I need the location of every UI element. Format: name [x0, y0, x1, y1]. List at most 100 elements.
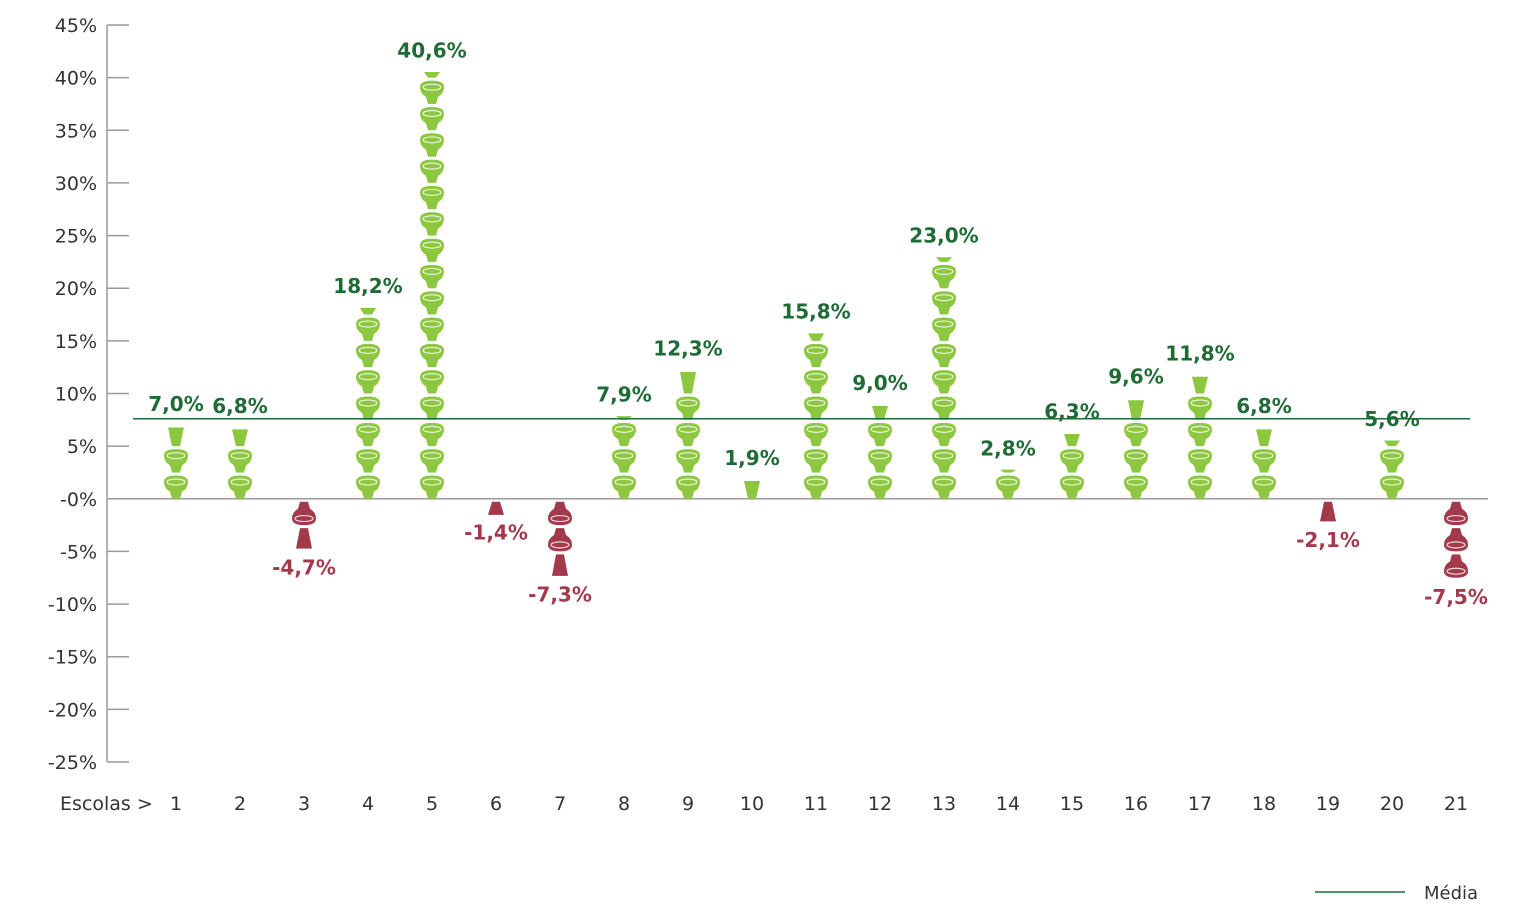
- bulb-icon: [868, 449, 892, 473]
- bulb-icon: [1188, 449, 1212, 473]
- category-label: 18: [1252, 793, 1276, 815]
- category-label: 12: [868, 793, 892, 815]
- value-label: 2,8%: [980, 436, 1035, 460]
- bulb-icon: [164, 475, 188, 499]
- bulb-icon: [932, 317, 956, 341]
- bulb-icon-partial: [1384, 440, 1400, 447]
- bulb-icon: [1124, 449, 1148, 473]
- value-label: 11,8%: [1165, 342, 1234, 366]
- category-label: 14: [996, 793, 1020, 815]
- bulb-icon: [804, 422, 828, 447]
- bulb-icon: [420, 264, 444, 289]
- value-label: -4,7%: [272, 555, 336, 579]
- bulb-icon: [1060, 475, 1084, 499]
- value-label: 9,0%: [852, 371, 907, 395]
- bulb-icon: [420, 133, 444, 157]
- bulb-icon: [1444, 528, 1468, 552]
- bulb-icon: [356, 343, 380, 368]
- bulb-icon: [868, 475, 892, 499]
- y-tick-label: -15%: [48, 647, 97, 669]
- bar: [292, 501, 316, 549]
- y-tick-label: -25%: [48, 752, 97, 774]
- bulb-icon: [932, 396, 956, 420]
- y-tick-label: 20%: [55, 278, 97, 300]
- bulb-icon-partial: [744, 481, 760, 499]
- bar: [548, 501, 572, 576]
- bulb-icon: [932, 370, 956, 394]
- value-label: 23,0%: [909, 224, 978, 248]
- value-label: -2,1%: [1296, 528, 1360, 552]
- legend: Média: [1315, 883, 1478, 904]
- y-tick-label: 45%: [55, 15, 97, 37]
- legend-label: Média: [1424, 883, 1478, 904]
- category-label: 13: [932, 793, 956, 815]
- x-axis: Escolas >1 2 3 4 5 6 7 8 9 10 11 12 13 14 15 16 17 18 19 20…: [60, 498, 1488, 815]
- bulb-icon: [548, 528, 572, 552]
- bulb-icon: [1060, 449, 1084, 473]
- y-tick-label: 5%: [67, 436, 97, 458]
- bulb-icon: [1124, 475, 1148, 499]
- bar: [164, 427, 188, 499]
- bulb-icon: [548, 501, 572, 526]
- bulb-icon-partial: [1192, 376, 1208, 394]
- bulb-icon: [420, 212, 444, 236]
- bar: [612, 416, 636, 499]
- bulb-icon: [1252, 449, 1276, 473]
- value-label: 18,2%: [333, 274, 402, 298]
- category-label: 11: [804, 793, 828, 815]
- bulb-icon-partial: [680, 372, 696, 394]
- value-label: -7,3%: [528, 583, 592, 607]
- bulb-icon: [932, 475, 956, 499]
- bulb-icon: [420, 422, 444, 447]
- bulb-icon: [996, 475, 1020, 499]
- category-label: 7: [554, 793, 566, 815]
- bulb-icon: [420, 370, 444, 394]
- bulb-icon: [420, 396, 444, 420]
- bulb-icon-partial: [872, 405, 888, 420]
- bulb-icon: [932, 343, 956, 368]
- category-label: 9: [682, 793, 694, 815]
- bulb-icon: [356, 317, 380, 341]
- bulb-icon: [932, 264, 956, 289]
- bulb-icon: [420, 343, 444, 368]
- bulb-icon-partial: [1256, 429, 1272, 447]
- bar: [1320, 501, 1336, 522]
- bulb-icon: [292, 501, 316, 526]
- bulb-icon: [356, 396, 380, 420]
- category-label: 21: [1444, 793, 1468, 815]
- y-tick-label: -20%: [48, 699, 97, 721]
- bar: [868, 405, 892, 499]
- bulb-icon: [804, 396, 828, 420]
- bar: [804, 333, 828, 499]
- x-axis-label: Escolas >: [60, 793, 153, 815]
- bulb-icon-partial: [552, 554, 568, 576]
- bulb-icon: [420, 317, 444, 341]
- category-label: 20: [1380, 793, 1404, 815]
- y-tick-label: -0%: [60, 489, 97, 511]
- bulb-icon: [356, 370, 380, 394]
- bar: [1124, 400, 1148, 499]
- y-tick-label: 25%: [55, 226, 97, 248]
- bulb-icon: [676, 396, 700, 420]
- y-tick-label: 30%: [55, 173, 97, 195]
- bulb-icon: [868, 422, 892, 447]
- value-label: 6,8%: [1236, 394, 1291, 418]
- bar: [488, 501, 504, 515]
- bulb-icon-partial: [1000, 469, 1016, 473]
- bulb-icon: [804, 343, 828, 368]
- bulb-icon: [420, 106, 444, 131]
- bar: [1380, 440, 1404, 499]
- y-tick-label: 35%: [55, 120, 97, 142]
- bulb-icon: [228, 475, 252, 499]
- bulb-icon-partial: [232, 429, 248, 447]
- y-tick-label: -10%: [48, 594, 97, 616]
- value-label: 12,3%: [653, 336, 722, 360]
- bulb-icon-partial: [936, 257, 952, 262]
- bulb-icon: [676, 449, 700, 473]
- value-label: 7,0%: [148, 392, 203, 416]
- bars: [133, 72, 1470, 578]
- category-label: 2: [234, 793, 246, 815]
- value-label: 6,3%: [1044, 399, 1099, 423]
- bulb-icon: [228, 449, 252, 473]
- bulb-icon: [164, 449, 188, 473]
